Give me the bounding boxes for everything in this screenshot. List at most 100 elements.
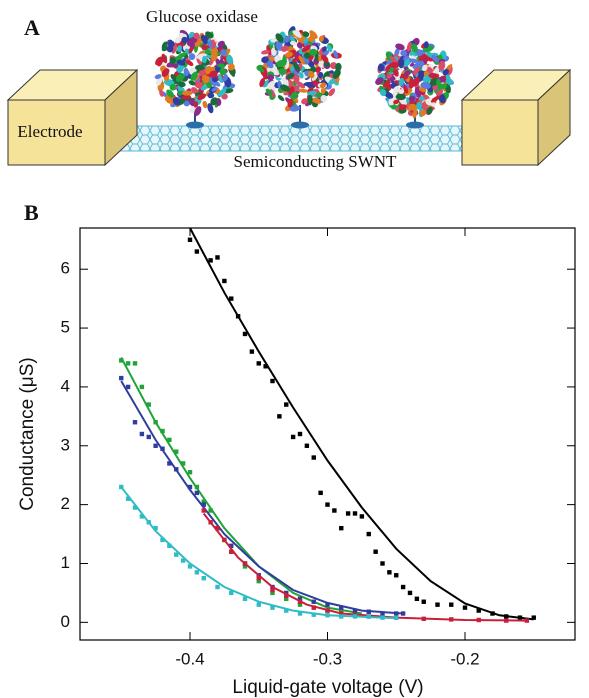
enzymes: [154, 26, 455, 129]
data-point: [284, 402, 289, 407]
data-point: [167, 543, 172, 549]
data-point: [132, 361, 138, 366]
residue: [161, 53, 168, 64]
residue: [220, 49, 228, 56]
data-point: [318, 490, 323, 496]
residue: [188, 53, 196, 61]
data-point: [174, 449, 179, 454]
residue: [279, 84, 291, 92]
residue: [166, 45, 174, 53]
residue: [167, 40, 175, 48]
residue: [202, 35, 208, 42]
data-point: [160, 537, 165, 543]
data-point: [187, 237, 193, 242]
data-point: [215, 584, 220, 590]
data-point: [339, 525, 344, 531]
residue: [275, 41, 283, 51]
residue: [207, 41, 213, 48]
data-point: [284, 593, 289, 599]
y-tick-label: 1: [61, 553, 70, 572]
data-point: [407, 590, 413, 596]
data-point: [229, 543, 234, 549]
residue: [321, 54, 329, 63]
residue: [193, 80, 204, 90]
residue: [207, 92, 215, 99]
residue: [190, 71, 198, 81]
residue: [276, 60, 286, 68]
residue: [307, 94, 313, 106]
data-point: [421, 599, 426, 604]
data-point: [531, 615, 536, 620]
residue: [309, 30, 318, 39]
data-point: [270, 605, 275, 610]
residue: [285, 51, 293, 58]
residue: [422, 64, 428, 72]
data-point: [187, 564, 193, 569]
residue: [218, 74, 223, 83]
residue: [318, 71, 324, 79]
data-point: [222, 278, 227, 284]
residue: [226, 54, 234, 65]
residue: [202, 55, 207, 64]
data-point: [256, 361, 261, 366]
residue: [403, 70, 411, 76]
residue: [422, 70, 429, 77]
residue: [176, 59, 186, 66]
residue: [296, 42, 303, 49]
data-point: [125, 496, 131, 501]
residue: [419, 109, 427, 117]
fit-line: [189, 227, 534, 621]
data-point: [119, 375, 124, 381]
residue: [430, 95, 440, 103]
data-point: [187, 484, 193, 490]
residue: [154, 74, 162, 80]
residue: [309, 48, 318, 56]
residue: [412, 108, 418, 119]
residue: [177, 45, 183, 53]
data-point: [201, 499, 206, 504]
residue: [188, 80, 196, 86]
data-point: [119, 358, 124, 363]
residue: [328, 88, 336, 97]
data-point: [387, 570, 392, 575]
data-point: [194, 490, 200, 496]
residue: [289, 105, 301, 112]
residue: [311, 74, 318, 81]
residue: [328, 78, 336, 86]
data-point: [297, 602, 303, 607]
residue: [186, 60, 194, 66]
right-electrode: [460, 68, 572, 167]
residue: [195, 64, 205, 71]
x-tick-label: -0.4: [175, 649, 204, 668]
residue: [410, 43, 418, 53]
data-point: [414, 596, 420, 601]
residue: [404, 87, 413, 96]
residue: [214, 66, 222, 73]
data-point: [167, 461, 172, 466]
residue: [301, 44, 311, 53]
data-point: [476, 608, 481, 613]
residue: [205, 31, 214, 39]
data-point: [256, 602, 261, 607]
data-point: [146, 402, 151, 407]
anchor: [291, 121, 309, 129]
residue: [266, 80, 275, 91]
residue: [303, 52, 311, 59]
residue: [261, 49, 270, 55]
residue: [332, 69, 341, 79]
residue: [297, 88, 309, 93]
data-point: [194, 570, 200, 575]
data-point: [132, 420, 138, 425]
residue: [283, 36, 291, 43]
residue: [177, 81, 186, 87]
residue: [227, 63, 235, 71]
data-point: [201, 576, 206, 581]
residue: [403, 84, 409, 94]
residue: [287, 98, 294, 108]
residue: [312, 97, 322, 104]
data-point: [400, 611, 406, 616]
fit-line: [120, 357, 363, 615]
residue: [172, 97, 180, 106]
data-point: [304, 443, 310, 448]
data-point: [373, 549, 378, 554]
